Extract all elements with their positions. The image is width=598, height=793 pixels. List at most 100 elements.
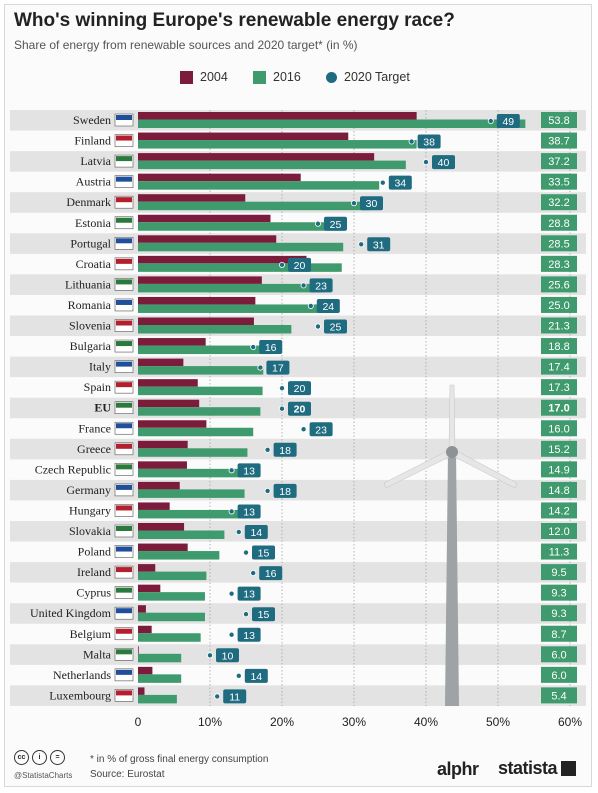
target-label-box — [316, 298, 340, 313]
bar-2004 — [138, 625, 152, 634]
target-dot — [307, 302, 314, 309]
target-label-box — [223, 689, 247, 704]
category-label: Estonia — [75, 216, 112, 230]
target-dot — [264, 446, 271, 453]
target-label: 25 — [330, 219, 342, 231]
target-label-box — [273, 483, 297, 498]
value-label: 9.5 — [551, 567, 566, 579]
target-label: 20 — [294, 383, 306, 395]
value-box — [541, 564, 577, 581]
target-label-box — [259, 566, 283, 581]
target-label: 31 — [373, 239, 385, 251]
value-label: 32.2 — [548, 197, 569, 209]
value-box — [541, 379, 577, 396]
flag-icon-stripe — [116, 690, 132, 696]
category-label: Austria — [76, 175, 112, 189]
target-dot — [379, 179, 386, 186]
target-dot — [422, 159, 429, 166]
bar-2016 — [138, 242, 344, 252]
bar-2004 — [138, 194, 246, 202]
target-label-box — [388, 175, 412, 190]
x-tick-label: 0 — [135, 715, 142, 729]
flag-icon-stripe — [116, 669, 132, 675]
no-derivatives-icon: = — [50, 750, 65, 765]
bar-2004 — [138, 214, 271, 223]
target-label-box — [288, 381, 311, 396]
value-box — [541, 296, 577, 313]
category-label: Malta — [83, 647, 112, 661]
value-box — [541, 481, 577, 498]
value-label: 53.8 — [548, 115, 569, 127]
value-label: 28.3 — [548, 259, 569, 271]
category-label: Croatia — [76, 257, 112, 271]
target-dot — [278, 385, 285, 392]
target-dot — [235, 529, 242, 536]
bar-2004 — [138, 358, 184, 367]
x-tick-label: 40% — [414, 715, 438, 729]
target-label-box — [216, 648, 239, 663]
flag-icon-stripe — [116, 546, 132, 552]
value-box — [541, 543, 577, 560]
bar-2016 — [138, 325, 292, 334]
value-box — [541, 235, 577, 252]
target-label-box — [309, 278, 333, 293]
target-dot — [314, 323, 321, 330]
target-label: 16 — [265, 342, 277, 354]
value-label: 9.3 — [551, 588, 566, 600]
category-label: Hungary — [69, 503, 111, 517]
bar-2004 — [138, 605, 146, 613]
target-label-box — [244, 668, 268, 683]
bar-2004 — [138, 317, 254, 325]
target-dot — [214, 693, 221, 700]
flag-icon-stripe — [116, 176, 132, 182]
x-tick-label: 10% — [198, 715, 222, 729]
value-box — [541, 112, 577, 128]
value-box — [541, 317, 577, 334]
bar-2004 — [138, 296, 256, 305]
bar-2016 — [138, 571, 207, 581]
category-label: Denmark — [66, 195, 111, 209]
target-label-box — [237, 463, 261, 478]
bar-2016 — [138, 140, 417, 149]
bar-2016 — [138, 551, 220, 560]
target-label: 17 — [272, 363, 284, 375]
value-label: 33.5 — [548, 177, 569, 189]
target-label-box — [360, 196, 383, 211]
flag-icon-stripe — [116, 628, 132, 634]
flag-icon-stripe — [116, 608, 132, 614]
legend-dot-target — [326, 71, 337, 83]
value-box — [541, 440, 577, 457]
category-label: United Kingdom — [30, 606, 112, 620]
target-label: 30 — [366, 198, 378, 210]
category-label: Ireland — [77, 565, 111, 579]
target-label: 20 — [294, 404, 306, 416]
value-label: 17.3 — [548, 382, 569, 394]
flag-icon-stripe — [116, 443, 132, 449]
category-label: France — [78, 421, 111, 435]
target-dot — [206, 652, 213, 659]
flag-icon-stripe — [116, 279, 132, 285]
target-dot — [264, 487, 271, 494]
target-label: 23 — [315, 424, 327, 436]
bar-2004 — [138, 687, 145, 695]
bar-2004 — [138, 420, 207, 428]
target-dot — [358, 241, 365, 248]
legend-label-2004: 2004 — [200, 70, 228, 84]
value-box — [541, 687, 577, 704]
target-label-box — [288, 257, 311, 272]
value-label: 16.0 — [548, 423, 569, 435]
bar-2004 — [138, 235, 277, 243]
flag-icon-stripe — [116, 649, 132, 655]
target-label: 18 — [279, 486, 291, 498]
category-label: Greece — [77, 442, 111, 456]
flag-icon-stripe — [116, 320, 132, 326]
target-dot — [487, 118, 494, 125]
statista-logo-text: statista — [498, 758, 558, 778]
bar-2004 — [138, 646, 139, 654]
x-tick-label: 50% — [486, 715, 510, 729]
target-dot — [314, 220, 321, 227]
category-label: Lithuania — [65, 277, 112, 291]
value-label: 8.7 — [551, 629, 566, 641]
target-label: 20 — [294, 260, 306, 272]
value-label: 25.6 — [548, 279, 569, 291]
